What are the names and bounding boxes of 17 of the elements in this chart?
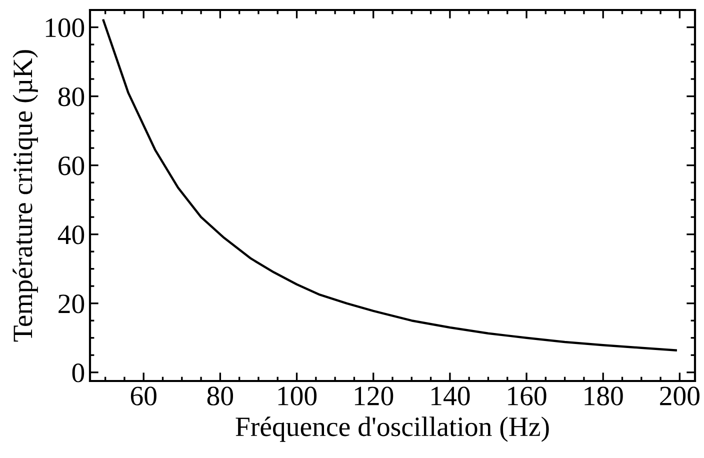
y-axis-title: Température critique (µK) xyxy=(12,50,38,342)
x-axis-title: Fréquence d'oscillation (Hz) xyxy=(236,416,549,442)
x-tick-label: 120 xyxy=(354,386,394,406)
y-tick-label: 0 xyxy=(72,364,84,382)
x-tick-label: 180 xyxy=(584,386,623,406)
line-series xyxy=(102,19,677,352)
x-tick-label: 160 xyxy=(508,386,546,406)
x-tick-label: 60 xyxy=(130,386,156,406)
y-tick-label: 20 xyxy=(58,294,84,314)
y-tick-label: 80 xyxy=(58,87,84,106)
x-tick-label: 200 xyxy=(660,386,700,406)
y-tick-label: 40 xyxy=(58,225,84,244)
y-tick-label: 60 xyxy=(58,156,84,176)
x-tick-label: 80 xyxy=(207,386,234,406)
y-tick-label: 100 xyxy=(46,18,84,38)
x-tick-label: 100 xyxy=(278,386,317,406)
x-tick-label: 140 xyxy=(432,386,470,406)
